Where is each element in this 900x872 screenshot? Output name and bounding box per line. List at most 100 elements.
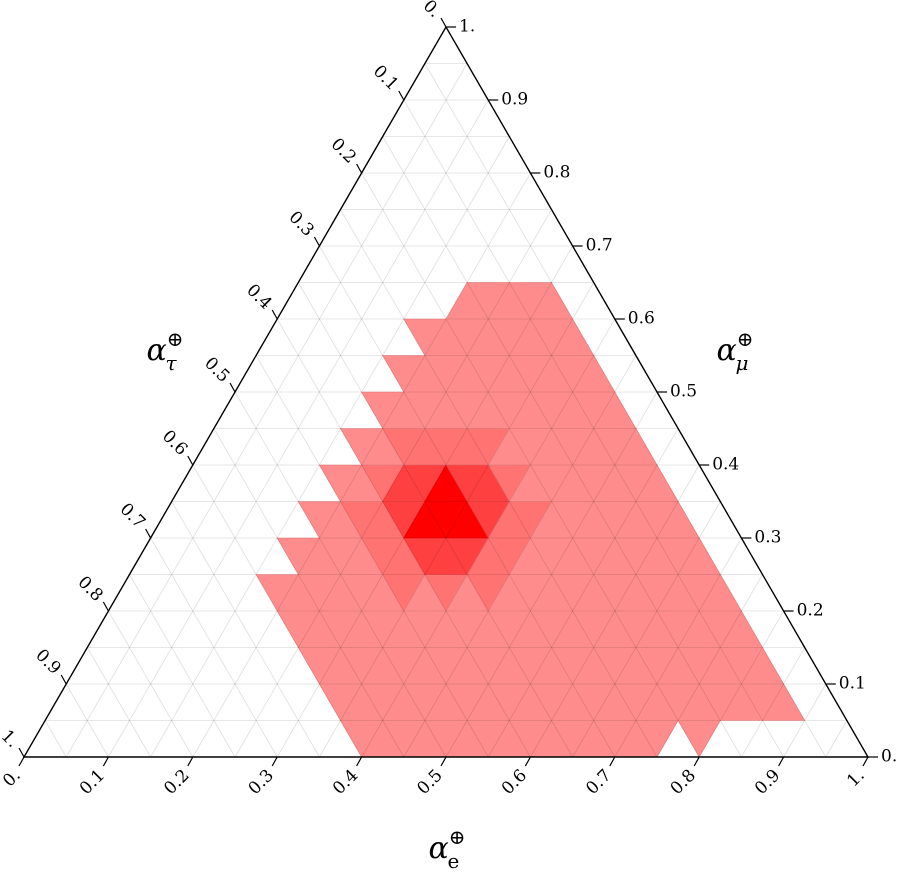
tick-mark: [18, 756, 25, 767]
tick-mark: [609, 756, 616, 767]
tick-label: 0.3: [754, 528, 781, 548]
grid-line: [825, 720, 848, 758]
grid-line: [403, 355, 637, 758]
tick-mark: [271, 756, 278, 767]
tick-label: 0.5: [200, 353, 233, 386]
tick-mark: [356, 163, 363, 174]
grid-line: [361, 172, 700, 758]
tick-label: 0.5: [670, 382, 697, 402]
tick-mark: [187, 455, 194, 466]
tick-mark: [60, 674, 67, 685]
tick-label: 0.5: [413, 766, 446, 799]
grid-line: [424, 63, 827, 758]
grid-line: [86, 647, 151, 758]
axis-title: α⊕ μ: [716, 327, 753, 375]
grid-line: [361, 318, 616, 758]
grid-line: [656, 574, 763, 758]
tick-mark: [102, 756, 109, 767]
tick-label: 0.1: [839, 674, 866, 694]
tick-label: 0.3: [245, 766, 278, 799]
grid-line: [192, 172, 531, 758]
density-cell: [635, 464, 679, 502]
density-cell: [698, 573, 742, 612]
tick-label: 0.: [0, 766, 25, 792]
grid-line: [572, 501, 721, 758]
tick-label: 0.6: [628, 309, 655, 329]
density-cell: [656, 500, 700, 539]
grid-line: [255, 355, 489, 758]
grid-line: [530, 464, 700, 758]
tick-mark: [229, 382, 236, 393]
tick-mark: [18, 747, 25, 758]
tick-mark: [356, 756, 363, 767]
axis-superscript: ⊕: [449, 825, 466, 849]
grid-line: [213, 428, 405, 758]
tick-label: 0.4: [242, 280, 275, 313]
grid: [23, 26, 869, 758]
density-cell: [614, 427, 658, 466]
tick-label: 0.: [881, 747, 897, 767]
tick-label: 0.6: [158, 426, 191, 459]
grid-line: [340, 209, 658, 758]
tick-mark: [440, 17, 447, 28]
grid-line: [150, 136, 510, 758]
tick-label: 0.9: [751, 766, 784, 799]
density-cell: [550, 318, 595, 356]
density-cell: [677, 537, 721, 575]
grid-line: [108, 99, 489, 758]
tick-mark: [862, 756, 869, 767]
grid-line: [150, 537, 278, 758]
tick-label: 1.: [843, 766, 869, 792]
heatmap: [255, 281, 806, 758]
tick-label: 0.8: [667, 766, 700, 799]
tick-mark: [440, 756, 447, 767]
grid-line: [65, 683, 109, 758]
tick-mark: [398, 90, 405, 101]
grid-line: [319, 245, 616, 758]
grid-line: [445, 391, 658, 758]
grid-line: [783, 683, 827, 758]
axis-superscript: ⊕: [737, 327, 754, 351]
grid-line: [108, 610, 194, 758]
tick-mark: [313, 236, 320, 247]
grid-line: [403, 99, 784, 758]
grid-line: [234, 209, 552, 758]
tick-mark: [524, 756, 531, 767]
tick-label: 0.6: [498, 766, 531, 799]
tick-label: 0.2: [160, 766, 193, 799]
tick-label: 0.9: [31, 645, 64, 678]
tick-label: 0.4: [712, 455, 739, 475]
grid-line: [192, 464, 362, 758]
grid-line: [234, 391, 447, 758]
density-cell: [529, 281, 574, 320]
tick-label: 0.7: [582, 766, 615, 799]
density-cell: [761, 683, 806, 721]
tick-label: 0.2: [797, 601, 824, 621]
tick-mark: [187, 756, 194, 767]
grid-line: [487, 428, 679, 758]
grid-line: [129, 574, 236, 758]
tick-label: 0.7: [116, 499, 149, 532]
grid-line: [276, 318, 531, 758]
grid-line: [698, 610, 784, 758]
tick-mark: [778, 756, 785, 767]
axis-title: α⊕ e: [428, 825, 465, 872]
density-cell: [593, 391, 637, 429]
grid-line: [276, 245, 573, 758]
tick-label: 0.2: [327, 134, 360, 167]
grid-line: [65, 63, 468, 758]
tick-label: 0.9: [501, 90, 528, 110]
grid-line: [741, 647, 806, 758]
axis-superscript: ⊕: [167, 327, 184, 351]
tick-mark: [271, 309, 278, 320]
grid-line: [614, 537, 742, 758]
grid-line: [171, 501, 320, 758]
tick-label: 0.3: [285, 207, 318, 240]
tick-label: 0.8: [543, 163, 570, 183]
axis-subscript: e: [448, 849, 460, 872]
grid-line: [44, 720, 67, 758]
grid-line: [382, 136, 742, 758]
axis-symbol: α: [428, 831, 448, 866]
tick-mark: [693, 756, 700, 767]
